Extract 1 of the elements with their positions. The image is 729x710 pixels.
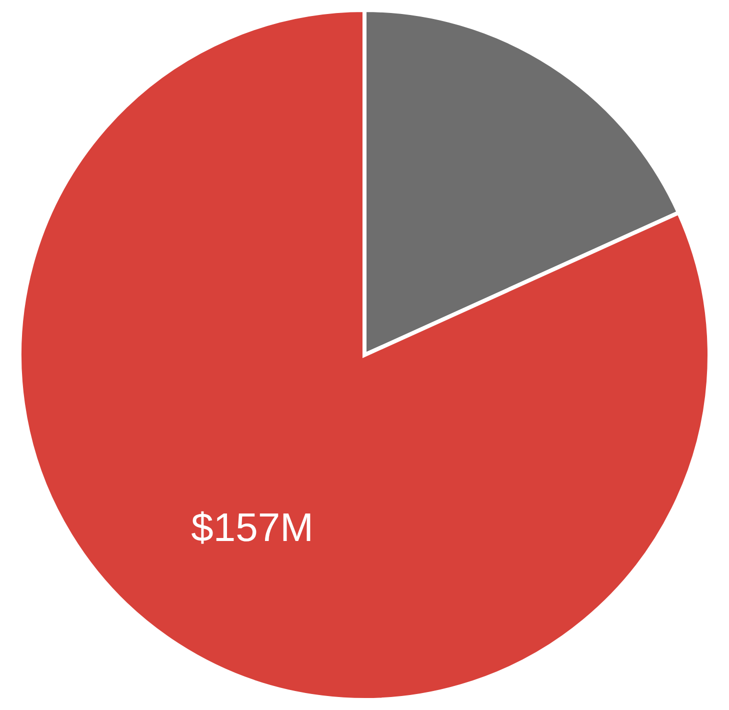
data-label: $157M [191,506,314,550]
